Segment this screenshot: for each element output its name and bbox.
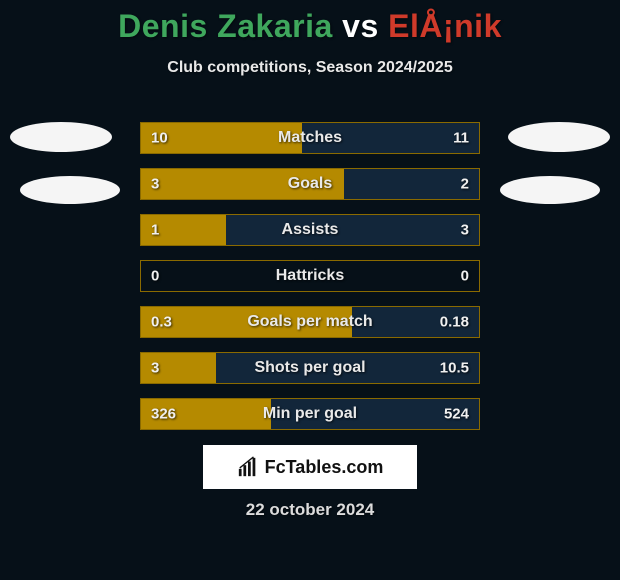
- stat-value-right: 11: [453, 130, 469, 147]
- stat-value-right: 524: [444, 406, 469, 423]
- stat-label: Shots per goal: [254, 359, 365, 377]
- avatar-right-bottom: [500, 176, 600, 204]
- stat-value-right: 0: [461, 268, 469, 285]
- stat-value-left: 0.3: [151, 314, 172, 331]
- stat-fill-right: [344, 169, 479, 199]
- title-vs: vs: [333, 8, 388, 44]
- stat-row: 0 Hattricks 0: [140, 260, 480, 292]
- stat-value-right: 0.18: [440, 314, 469, 331]
- stat-label: Matches: [278, 129, 342, 147]
- subtitle: Club competitions, Season 2024/2025: [0, 59, 620, 77]
- title-player-right: ElÅ¡nik: [388, 8, 502, 44]
- stat-label: Hattricks: [276, 267, 344, 285]
- stat-row: 10 Matches 11: [140, 122, 480, 154]
- stat-value-left: 0: [151, 268, 159, 285]
- logo-text: FcTables.com: [265, 457, 384, 478]
- stat-value-left: 3: [151, 360, 159, 377]
- avatar-right-top: [508, 122, 610, 152]
- avatar-left-top: [10, 122, 112, 152]
- stat-value-left: 3: [151, 176, 159, 193]
- stat-label: Min per goal: [263, 405, 357, 423]
- stat-value-right: 10.5: [440, 360, 469, 377]
- chart-icon: [237, 456, 259, 478]
- stat-label: Assists: [282, 221, 339, 239]
- page-title: Denis Zakaria vs ElÅ¡nik: [0, 0, 620, 45]
- stat-row: 1 Assists 3: [140, 214, 480, 246]
- stat-row: 0.3 Goals per match 0.18: [140, 306, 480, 338]
- comparison-rows: 10 Matches 11 3 Goals 2 1 Assists 3 0 Hattricks 0 0.…: [140, 122, 480, 444]
- stat-row: 326 Min per goal 524: [140, 398, 480, 430]
- stat-value-right: 2: [461, 176, 469, 193]
- stat-label: Goals: [288, 175, 332, 193]
- stat-label: Goals per match: [247, 313, 372, 331]
- stat-value-left: 10: [151, 130, 168, 147]
- stat-value-right: 3: [461, 222, 469, 239]
- stat-row: 3 Shots per goal 10.5: [140, 352, 480, 384]
- stat-value-left: 326: [151, 406, 176, 423]
- logo-box: FcTables.com: [203, 445, 417, 489]
- stat-value-left: 1: [151, 222, 159, 239]
- stat-row: 3 Goals 2: [140, 168, 480, 200]
- title-player-left: Denis Zakaria: [118, 8, 333, 44]
- stat-fill-right: [226, 215, 480, 245]
- avatar-left-bottom: [20, 176, 120, 204]
- date-text: 22 october 2024: [0, 500, 620, 520]
